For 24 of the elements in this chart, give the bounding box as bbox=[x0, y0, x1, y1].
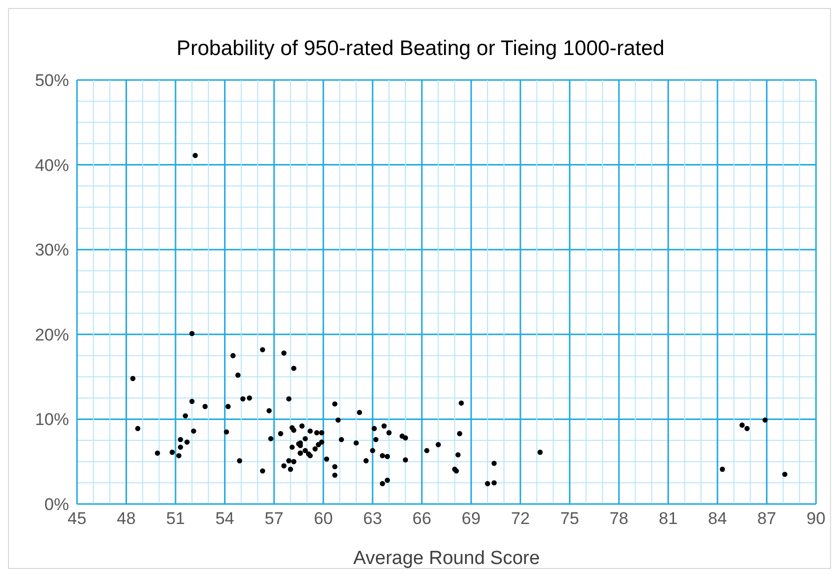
x-tick-label: 60 bbox=[314, 509, 333, 528]
x-tick-label: 78 bbox=[609, 509, 628, 528]
y-tick-label: 30% bbox=[34, 240, 69, 260]
y-tick-label: 10% bbox=[34, 410, 69, 430]
x-tick-label: 69 bbox=[462, 509, 481, 528]
x-tick-label: 84 bbox=[708, 509, 727, 528]
x-tick-label: 48 bbox=[116, 509, 136, 528]
y-tick-label: 40% bbox=[34, 156, 69, 175]
x-tick-label: 87 bbox=[757, 509, 776, 528]
x-tick-label: 54 bbox=[215, 509, 234, 528]
chart-title: Probability of 950-rated Beating or Tieing 1000-rated bbox=[176, 37, 666, 61]
y-tick-label: 20% bbox=[34, 325, 69, 344]
x-tick-label: 81 bbox=[658, 509, 678, 528]
x-axis-title: Average Round Score bbox=[353, 548, 540, 569]
x-tick-label: 75 bbox=[560, 509, 580, 528]
x-tick-label: 51 bbox=[166, 509, 185, 528]
x-tick-label: 72 bbox=[510, 509, 530, 528]
y-tick-label: 0% bbox=[44, 495, 69, 514]
x-tick-label: 90 bbox=[806, 509, 826, 528]
x-tick-label: 45 bbox=[68, 509, 86, 528]
x-tick-label: 57 bbox=[264, 509, 284, 528]
x-tick-label: 63 bbox=[363, 509, 382, 528]
y-tick-label: 50% bbox=[34, 71, 69, 90]
x-tick-label: 66 bbox=[412, 509, 432, 528]
